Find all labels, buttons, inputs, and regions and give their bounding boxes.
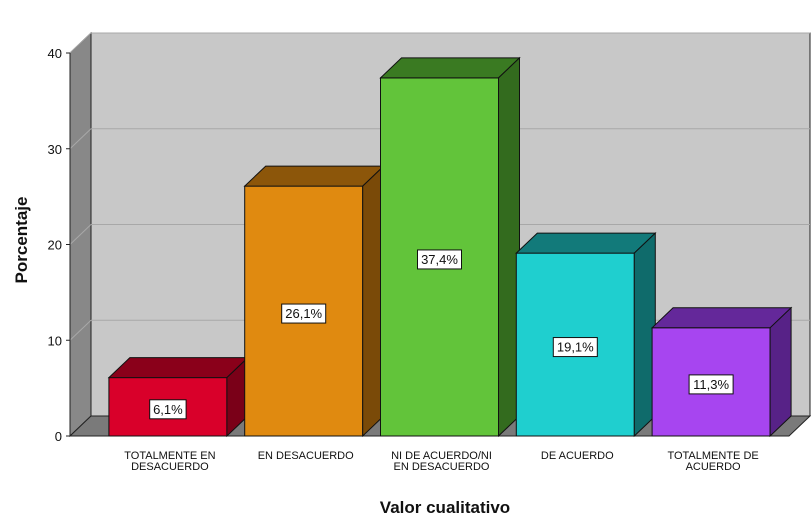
x-tick-label: NI DE ACUERDO/NI bbox=[391, 450, 492, 462]
bar-top bbox=[243, 165, 385, 187]
y-tick-label: 10 bbox=[48, 333, 62, 348]
x-axis-title: Valor cualitativo bbox=[380, 498, 510, 515]
bar: 11,3% bbox=[650, 306, 793, 438]
gridline-side bbox=[69, 128, 92, 150]
bar-top bbox=[379, 57, 521, 79]
data-label-box bbox=[149, 399, 187, 420]
y-axis-title: Porcentaje bbox=[12, 197, 31, 284]
data-label-box bbox=[688, 374, 734, 395]
bar-top bbox=[107, 357, 250, 379]
gridline-side bbox=[69, 32, 92, 54]
data-label-box bbox=[417, 249, 462, 270]
y-axis-ticks: 0 10 20 30 40 bbox=[48, 46, 71, 444]
data-label-box bbox=[552, 337, 598, 358]
x-tick-label: ACUERDO bbox=[686, 461, 741, 473]
data-label: 19,1% bbox=[557, 340, 594, 355]
x-tick-label: TOTALMENTE DE bbox=[667, 450, 758, 462]
y-tick-label: 40 bbox=[48, 46, 62, 61]
data-label: 11,3% bbox=[693, 377, 729, 392]
y-tick-label: 0 bbox=[55, 429, 62, 444]
x-tick-label: TOTALMENTE EN bbox=[124, 450, 215, 462]
gridline-side bbox=[69, 319, 92, 341]
bar: 19,1% bbox=[515, 231, 657, 438]
x-tick-label: EN DESACUERDO bbox=[394, 461, 490, 473]
bar-top bbox=[650, 307, 793, 329]
bar-top bbox=[515, 232, 657, 254]
bar: 37,4% bbox=[379, 56, 521, 438]
bar: 26,1% bbox=[243, 164, 385, 438]
data-label: 37,4% bbox=[421, 252, 458, 267]
y-tick-label: 20 bbox=[48, 238, 62, 253]
data-label-box bbox=[281, 303, 327, 324]
data-label: 6,1% bbox=[153, 402, 183, 417]
bar-side bbox=[769, 306, 792, 438]
data-label: 26,1% bbox=[285, 306, 322, 321]
gridline-side bbox=[69, 224, 92, 245]
y-tick-label: 30 bbox=[48, 142, 62, 157]
x-tick-label: DESACUERDO bbox=[131, 461, 209, 473]
bar: 6,1% bbox=[107, 356, 250, 438]
bars: 6,1% 26,1% 37,4% 19,1% 11,3% bbox=[107, 56, 793, 438]
x-tick-label: DE ACUERDO bbox=[541, 450, 614, 462]
x-tick-label: EN DESACUERDO bbox=[258, 450, 354, 462]
